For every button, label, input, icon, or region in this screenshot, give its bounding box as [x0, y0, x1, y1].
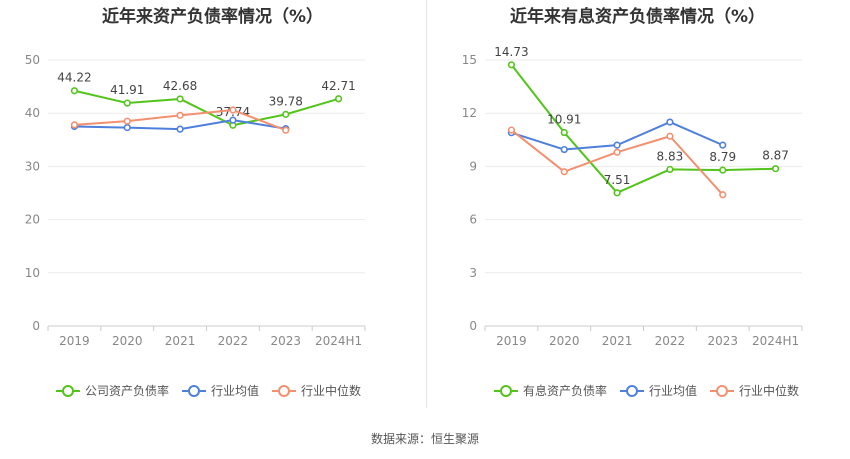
x-tick-label: 2022	[218, 334, 249, 348]
legend-line-marker-icon	[620, 384, 645, 397]
y-tick-label: 10	[25, 266, 40, 280]
data-point	[613, 189, 621, 197]
data-label: 44.22	[57, 71, 91, 85]
legend-label: 有息资产负债率	[523, 384, 608, 398]
data-point	[666, 132, 674, 140]
data-point	[719, 141, 727, 149]
right-chart-legend: 有息资产负债率 行业均值 行业中位数	[493, 382, 811, 399]
series-line	[510, 64, 776, 194]
x-tick-label: 2024H1	[315, 334, 362, 348]
right-chart-title: 近年来有息资产负债率情况（%）	[509, 7, 766, 27]
x-tick-label: 2019	[496, 334, 527, 348]
y-tick-label: 30	[25, 159, 40, 173]
data-point	[123, 117, 131, 125]
y-tick-label: 3	[469, 266, 477, 280]
data-point	[282, 110, 290, 118]
left-chart-legend: 公司资产负债率 行业均值 行业中位数	[55, 382, 373, 399]
data-point	[560, 168, 568, 176]
data-point	[70, 87, 79, 95]
data-point	[229, 116, 237, 124]
x-tick-label: 2023	[707, 334, 738, 348]
data-label: 8.83	[657, 149, 684, 163]
data-point	[719, 191, 727, 199]
data-point	[613, 148, 621, 156]
data-label: 14.73	[494, 45, 528, 59]
data-point	[176, 111, 184, 119]
data-point	[229, 106, 237, 114]
x-tick-label: 2024H1	[752, 334, 799, 348]
y-tick-label: 12	[462, 106, 477, 120]
y-tick-label: 40	[25, 106, 40, 120]
legend-item-industry-median[interactable]: 行业中位数	[709, 382, 799, 399]
legend-item-industry-median[interactable]: 行业中位数	[271, 382, 361, 399]
y-tick-label: 20	[25, 213, 40, 227]
data-point	[613, 141, 621, 149]
data-point	[507, 61, 516, 69]
legend-label: 行业中位数	[739, 384, 800, 398]
x-tick-label: 2023	[270, 334, 301, 348]
legend-label: 行业中位数	[301, 384, 362, 398]
x-tick-label: 2019	[59, 334, 90, 348]
data-label: 39.78	[269, 94, 303, 108]
x-tick-label: 2022	[655, 334, 686, 348]
data-point	[176, 125, 184, 133]
legend-label: 行业均值	[211, 384, 260, 398]
legend-item-industry-mean[interactable]: 行业均值	[619, 382, 697, 399]
data-label: 8.87	[762, 149, 789, 163]
legend-line-marker-icon	[494, 384, 518, 397]
data-label: 42.71	[321, 79, 355, 93]
data-point	[123, 99, 131, 107]
right-chart-plot: 0 3 6 9 12 15 2019 2020 2021 2022 2023 2024H1 14.73 1…	[462, 45, 803, 348]
y-tick-label: 0	[469, 319, 477, 333]
data-label: 42.68	[163, 79, 197, 93]
data-point	[666, 118, 674, 126]
y-tick-label: 50	[25, 53, 40, 67]
data-point	[334, 95, 343, 103]
left-chart-title: 近年来资产负债率情况（%）	[101, 7, 324, 27]
data-point	[70, 121, 79, 129]
legend-line-marker-icon	[710, 384, 735, 397]
legend-item-industry-mean[interactable]: 行业均值	[181, 382, 259, 399]
y-tick-label: 9	[469, 159, 477, 173]
x-tick-label: 2020	[112, 334, 143, 348]
data-point	[666, 165, 674, 174]
legend-line-marker-icon	[56, 384, 80, 397]
data-label: 8.79	[709, 150, 736, 164]
data-label: 41.91	[110, 83, 144, 97]
legend-label: 公司资产负债率	[85, 384, 170, 398]
y-tick-label: 6	[469, 213, 477, 227]
data-point	[771, 165, 780, 173]
data-point	[282, 126, 290, 134]
data-point	[123, 123, 131, 132]
data-point	[507, 126, 516, 134]
chart-divider	[426, 0, 427, 408]
data-label: 7.51	[604, 173, 631, 187]
y-tick-label: 0	[32, 319, 40, 333]
x-tick-label: 2021	[165, 334, 196, 348]
legend-label: 行业均值	[649, 384, 698, 398]
left-chart-plot: 0 10 20 30 40 50 2019 2020 2021 2022 2023 2024H1 44.…	[25, 53, 366, 348]
x-tick-label: 2021	[602, 334, 633, 348]
data-point	[560, 145, 568, 154]
data-source-note: 数据来源：恒生聚源	[370, 432, 479, 446]
legend-item-interest-bearing-debt-ratio[interactable]: 有息资产负债率	[493, 382, 607, 399]
x-tick-label: 2020	[549, 334, 580, 348]
data-point	[176, 95, 184, 103]
legend-line-marker-icon	[182, 384, 207, 397]
legend-item-company-debt-ratio[interactable]: 公司资产负债率	[55, 382, 169, 399]
y-tick-label: 15	[462, 53, 477, 67]
data-point	[560, 128, 568, 137]
data-point	[719, 166, 727, 174]
data-label: 10.91	[547, 113, 581, 127]
legend-line-marker-icon	[272, 384, 297, 397]
